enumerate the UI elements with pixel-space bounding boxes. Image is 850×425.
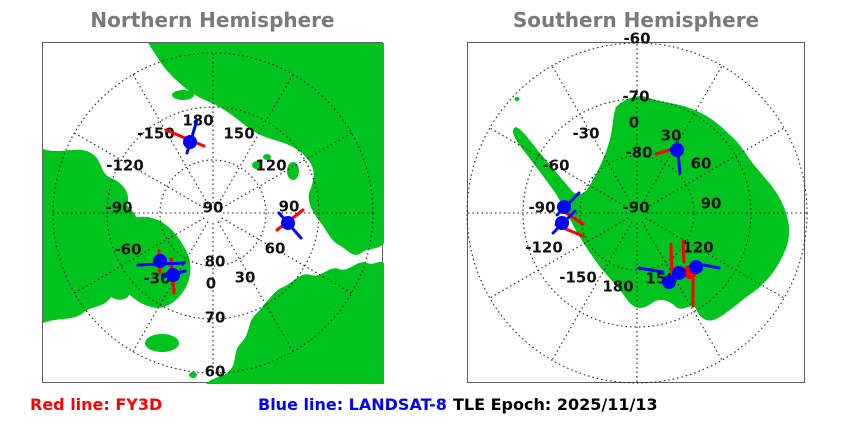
landsat8-position-dot: [689, 260, 703, 274]
south-land-layer: [512, 96, 790, 321]
graticule-label: -30: [143, 269, 171, 288]
fy3d-track-line: [681, 239, 686, 264]
graticule-label: -90: [622, 198, 650, 217]
graticule-label: 80: [204, 252, 226, 271]
land-wrangel-island: [172, 90, 194, 100]
south-markers: [551, 141, 721, 308]
land-greenland: [100, 216, 191, 308]
graticule-label: -60: [114, 240, 142, 259]
landsat8-position-dot: [166, 268, 180, 282]
north-labels-layer: 180 -150 150 -120 120 -90 90 90 -60 60 -30 30 0 80 70 6…: [43, 43, 382, 382]
north-hemisphere-map: 180 -150 150 -120 120 -90 90 90 -60 60 -30 30 0 80 70 6…: [42, 42, 384, 384]
landsat8-position-dot: [557, 200, 571, 214]
fy3d-track-line: [564, 211, 585, 226]
graticule-label: 0: [628, 113, 640, 132]
landsat8-track-line: [637, 266, 665, 274]
south-hemisphere-map: -60 -70 -80 -90 0 30 -30 60 -60 90 -90 120 -120 150 -1…: [466, 31, 808, 384]
graticule-label: -90: [528, 198, 556, 217]
graticule-label: 180: [602, 277, 634, 296]
graticule-label: 90: [278, 197, 300, 216]
graticule-label: 90: [202, 198, 224, 217]
land-antarctica: [512, 96, 790, 321]
north-graticule: [52, 52, 374, 374]
landsat8-position-dot: [183, 135, 197, 149]
graticule-label: 30: [660, 126, 682, 145]
landsat8-position-dot: [670, 143, 684, 157]
graticule-label: -30: [572, 124, 600, 143]
land-south-islet: [514, 97, 520, 101]
south-hemisphere-title: Southern Hemisphere: [512, 8, 760, 32]
graticule-label: 90: [700, 194, 722, 213]
legend-blue-landsat8: Blue line: LANDSAT-8: [258, 395, 447, 414]
landsat8-position-dot: [281, 216, 295, 230]
graticule-label: -120: [525, 238, 563, 257]
south-labels-layer: -60 -70 -80 -90 0 30 -30 60 -60 90 -90 120 -120 150 -1…: [468, 31, 804, 382]
landsat8-position-dot: [555, 216, 569, 230]
land-iceland: [145, 334, 179, 352]
graticule-label: 150: [223, 124, 255, 143]
graticule-label: 120: [682, 238, 714, 257]
land-small-island: [189, 372, 197, 378]
graticule-label: -60: [542, 156, 570, 175]
south-graticule: [466, 42, 808, 384]
legend-red-fy3d: Red line: FY3D: [30, 395, 163, 414]
land-svalbard: [252, 161, 262, 169]
latitude-ring: [466, 42, 808, 384]
graticule-label: 30: [234, 268, 256, 287]
graticule-label: 120: [255, 156, 287, 175]
north-land-layer: [43, 43, 384, 384]
land-eurasia: [148, 43, 384, 255]
graticule-label: 60: [204, 362, 226, 381]
land-severnaya-zemlya: [287, 162, 299, 180]
landsat8-position-dot: [672, 266, 686, 280]
graticule-label: -90: [105, 198, 133, 217]
north-hemisphere-title: Northern Hemisphere: [90, 8, 335, 32]
land-svalbard-2: [263, 154, 271, 160]
graticule-label: -80: [625, 143, 653, 162]
fy3d-track-line: [669, 242, 674, 281]
graticule-label: -70: [622, 87, 650, 106]
graticule-label: -150: [559, 268, 597, 287]
latitude-ring: [579, 155, 695, 271]
landsat8-position-dot: [153, 254, 167, 268]
latitude-ring: [159, 159, 267, 267]
graticule-label: 60: [690, 154, 712, 173]
landsat8-track-line: [702, 263, 721, 270]
graticule-label: 60: [264, 239, 286, 258]
north-markers: [136, 118, 305, 295]
graticule-label: -60: [623, 29, 651, 48]
graticule-label: 70: [204, 308, 226, 327]
legend-tle-epoch: TLE Epoch: 2025/11/13: [453, 395, 658, 414]
land-scandinavia-russia: [206, 261, 384, 384]
graticule-label: 0: [205, 274, 217, 293]
graticule-label: -120: [106, 156, 144, 175]
landsat8-position-dot: [662, 275, 676, 289]
